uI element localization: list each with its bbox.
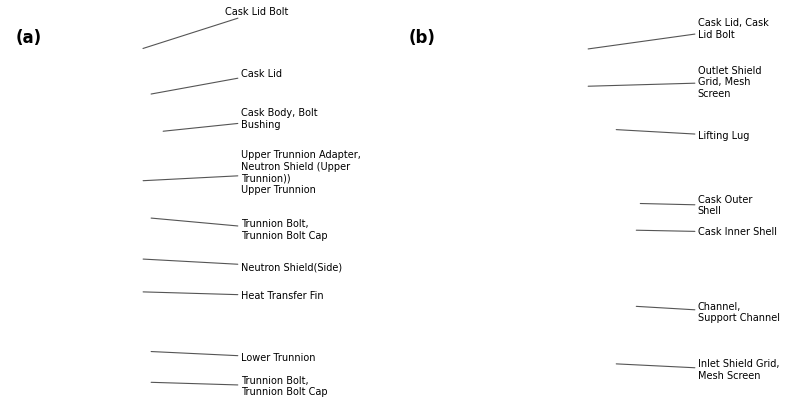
Text: Cask Outer
Shell: Cask Outer Shell [639,195,751,216]
Text: Heat Transfer Fin: Heat Transfer Fin [143,291,322,301]
Text: Outlet Shield
Grid, Mesh
Screen: Outlet Shield Grid, Mesh Screen [587,66,760,99]
Text: Trunnion Bolt,
Trunnion Bolt Cap: Trunnion Bolt, Trunnion Bolt Cap [151,218,326,241]
Text: Channel,
Support Channel: Channel, Support Channel [635,302,779,323]
Text: (a): (a) [16,29,43,47]
Text: (b): (b) [408,29,435,47]
Text: Cask Lid Bolt: Cask Lid Bolt [143,7,288,48]
Text: Cask Lid, Cask
Lid Bolt: Cask Lid, Cask Lid Bolt [587,18,768,49]
Text: Lifting Lug: Lifting Lug [615,129,748,141]
Text: Cask Inner Shell: Cask Inner Shell [635,227,776,237]
Text: Neutron Shield(Side): Neutron Shield(Side) [143,259,342,272]
Text: Inlet Shield Grid,
Mesh Screen: Inlet Shield Grid, Mesh Screen [615,359,778,381]
Text: Upper Trunnion Adapter,
Neutron Shield (Upper
Trunnion))
Upper Trunnion: Upper Trunnion Adapter, Neutron Shield (… [143,150,360,195]
Text: Trunnion Bolt,
Trunnion Bolt Cap: Trunnion Bolt, Trunnion Bolt Cap [151,376,326,397]
Text: Cask Body, Bolt
Bushing: Cask Body, Bolt Bushing [163,109,317,131]
Text: Cask Lid: Cask Lid [151,69,282,94]
Text: Lower Trunnion: Lower Trunnion [151,351,314,363]
